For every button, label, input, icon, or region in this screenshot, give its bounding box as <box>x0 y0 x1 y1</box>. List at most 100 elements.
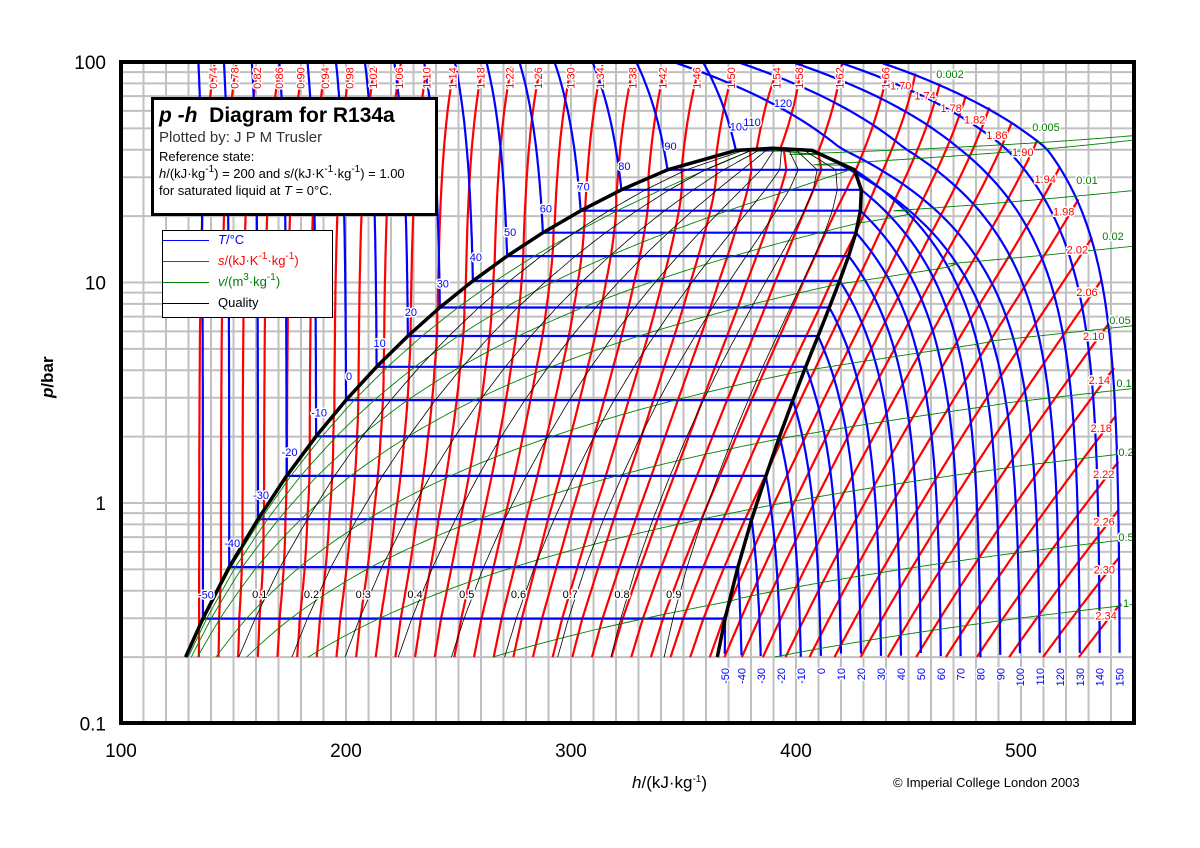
legend-swatch-entropy <box>163 261 209 262</box>
isentrope-right-label: 2.18 <box>1090 423 1111 435</box>
isentrope-top-label: 0.90 <box>296 67 308 88</box>
isentrope-top-label: 0.98 <box>344 67 356 88</box>
ref-mid: ) = 200 and <box>214 166 284 181</box>
isochore-line <box>197 245 1134 658</box>
isotherm-bottom-label: -50 <box>720 668 732 684</box>
legend-label-temperature: T/°C <box>218 232 244 247</box>
quality-label: 0.8 <box>614 589 629 601</box>
legend-v-symbol: v <box>218 274 225 289</box>
chart-title: p -h Diagram for R134a <box>159 104 435 128</box>
isentrope-top-label: 1.06 <box>394 67 406 88</box>
isentrope-right-label: 2.30 <box>1094 565 1115 577</box>
isotherm-label: 40 <box>470 252 482 264</box>
isentrope-right-label: 2.14 <box>1089 375 1110 387</box>
isentrope-top-label: 1.26 <box>533 67 545 88</box>
quality-label: 0.3 <box>356 589 371 601</box>
isentrope-line <box>859 279 1103 658</box>
reference-state: Reference state: h/(kJ·kg-1) = 200 and s… <box>159 148 435 199</box>
isotherm-bottom-label: -10 <box>796 668 808 684</box>
quality-label: 0.6 <box>511 589 526 601</box>
isotherm-bottom-label: 90 <box>995 668 1007 680</box>
isentrope-right-label: 1.78 <box>940 103 961 115</box>
ref-h-symbol: h <box>159 166 167 181</box>
isotherm-label: 50 <box>504 227 516 239</box>
legend-label-entropy: s/(kJ·K-1·kg-1) <box>218 251 299 269</box>
ref-h-unit: /(kJ·kg <box>166 166 206 181</box>
x-tick-label: 400 <box>780 741 812 762</box>
isotherm-label: 10 <box>373 338 385 350</box>
isochore-line <box>215 325 1134 658</box>
legend-s-symbol: s <box>218 253 225 268</box>
y-tick-label: 10 <box>85 274 106 295</box>
isotherm-label: 90 <box>664 141 676 153</box>
isentrope-line <box>472 71 572 658</box>
x-axis-close: ) <box>701 773 708 792</box>
isotherm-line <box>838 62 1101 653</box>
y-tick-label: 100 <box>74 53 106 74</box>
isochore-label: 0.1 <box>1116 378 1131 390</box>
y-axis-unit: /bar <box>38 356 57 388</box>
isotherm-bottom-label: -20 <box>776 668 788 684</box>
ref-s-unit: /(kJ·K <box>290 166 325 181</box>
isochore-line <box>190 189 1134 658</box>
ref-T-symbol: T <box>284 183 292 198</box>
quality-line <box>291 147 773 658</box>
isentrope-line <box>492 64 604 658</box>
ref-end: ) = 1.00 <box>360 166 405 181</box>
isotherm-label: 20 <box>405 307 417 319</box>
isotherm-bottom-label: 110 <box>1035 668 1047 686</box>
isentrope-right-label: 1.94 <box>1034 174 1055 186</box>
legend-v-unit2: ·kg <box>248 274 267 289</box>
quality-label: 0.1 <box>252 589 267 601</box>
isotherm-label: -40 <box>224 538 240 550</box>
isotherm-line <box>791 62 1081 653</box>
isotherm-line <box>591 62 982 658</box>
isentrope-top-label: 1.18 <box>476 67 488 88</box>
isochore-line <box>492 538 1134 658</box>
reference-line-1: h/(kJ·kg-1) = 200 and s/(kJ·K-1·kg-1) = … <box>159 165 435 182</box>
legend-exp: -1 <box>266 272 276 283</box>
isotherm-bottom-label: 80 <box>975 668 987 680</box>
isentrope-top-label: 0.94 <box>320 67 332 88</box>
isentrope-line <box>394 66 456 658</box>
legend-s-unit2: ·kg <box>267 253 286 268</box>
quality-label: 0.2 <box>304 589 319 601</box>
isotherm-bottom-label: 10 <box>836 668 848 680</box>
saturation-curve <box>184 146 864 658</box>
isentrope-right-label: 2.02 <box>1067 245 1088 257</box>
isentrope-line <box>374 68 428 658</box>
x-tick-label: 200 <box>330 741 362 762</box>
isentrope-line <box>723 107 991 658</box>
quality-line <box>504 147 782 658</box>
legend-T-symbol: T <box>218 232 226 247</box>
isochore-label: 0.5 <box>1118 532 1133 544</box>
isotherm-bottom-label: 100 <box>1015 668 1027 686</box>
isentrope-top-label: 1.46 <box>692 67 704 88</box>
isotherm-line <box>518 62 942 657</box>
isentrope-top-label: 1.14 <box>447 67 459 88</box>
x-axis-unit: /(kJ·kg <box>641 773 693 792</box>
legend: T/°C s/(kJ·K-1·kg-1) v/(m3·kg-1) Quality <box>162 230 333 318</box>
isotherm-line <box>485 62 922 653</box>
legend-exp: -1 <box>285 251 295 262</box>
isentrope-top-label: 1.62 <box>834 67 846 88</box>
x-tick-label: 500 <box>1005 741 1037 762</box>
isentrope-top-label: 1.22 <box>504 67 516 88</box>
isentrope-line <box>512 70 634 658</box>
isentrope-right-label: 2.34 <box>1095 610 1116 622</box>
isotherm-label: -50 <box>198 590 214 602</box>
isentrope-right-label: 2.26 <box>1093 517 1114 529</box>
legend-close: ) <box>275 274 281 289</box>
isentrope-line <box>761 139 1039 658</box>
isentrope-line <box>944 415 1117 658</box>
isentrope-line <box>708 95 967 658</box>
x-tick-label: 300 <box>555 741 587 762</box>
isotherm-bottom-label: 40 <box>896 668 908 680</box>
isentrope-top-label: 0.74 <box>208 67 220 88</box>
legend-close: ) <box>294 253 299 268</box>
isentrope-line <box>915 367 1115 658</box>
isotherm-bottom-label: 70 <box>956 668 968 680</box>
isochores <box>185 135 1134 658</box>
isotherm-bottom-label: -40 <box>737 668 749 684</box>
